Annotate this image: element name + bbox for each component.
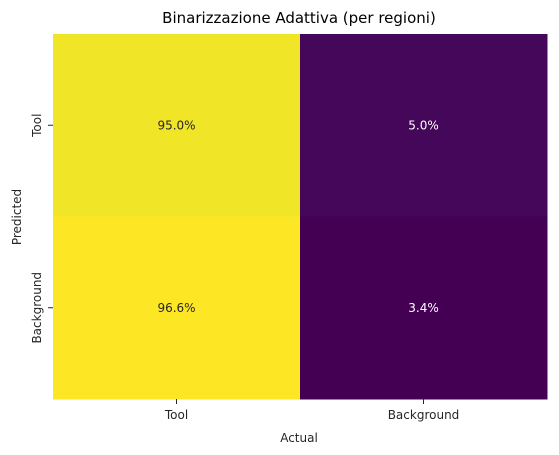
y-tick-label-0: Tool [30,114,44,138]
x-axis-label: Actual [280,431,318,445]
y-tick-label-1: Background [30,272,44,344]
y-axis-ticks: Tool Background [30,114,53,344]
y-axis-label: Predicted [10,189,24,245]
heatmap-cell-0-1 [300,34,548,217]
heatmap-cells [53,34,548,400]
heatmap-cell-label-1-1: 3.4% [408,301,439,315]
x-axis-ticks: Tool Background [164,399,459,422]
heatmap-cell-labels: 95.0% 5.0% 96.6% 3.4% [157,118,438,315]
heatmap-cell-label-0-0: 95.0% [157,118,195,132]
heatmap-cell-0-0 [53,34,301,217]
heatmap-cell-1-1 [300,216,548,400]
heatmap-cell-label-1-0: 96.6% [157,301,195,315]
x-tick-label-1: Background [388,408,460,422]
heatmap-cell-1-0 [53,216,301,400]
x-tick-label-0: Tool [164,408,188,422]
chart-title: Binarizzazione Adattiva (per regioni) [162,9,436,27]
heatmap-cell-label-0-1: 5.0% [408,118,439,132]
